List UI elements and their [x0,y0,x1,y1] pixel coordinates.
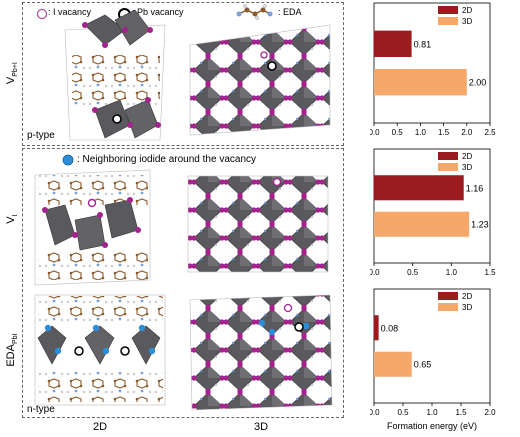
legend-label-3d: 3D [462,303,472,312]
bar-2d [374,30,412,57]
legend-label-3d: 3D [462,17,472,26]
legend-swatch-2d [438,152,458,160]
plot-frame [373,288,491,404]
legend-swatch-2d [438,6,458,14]
x-tick-label: 1.5 [438,128,450,137]
bar-3d [374,211,470,237]
row1-panel-border [22,2,344,146]
column-label-2d: 2D [93,421,108,433]
legend-label-2d: 2D [462,152,472,161]
x-tick-label: 1.5 [484,268,496,277]
legend-swatch-2d [438,292,458,300]
bar-2d [374,175,464,201]
x-tick-label: 0.5 [392,128,404,137]
legend-label-2d: 2D [462,292,472,301]
eda-legend-label: : EDA [278,7,302,17]
bar-value-label: 0.81 [414,39,432,49]
structure-illustrations [34,9,333,411]
x-tick-label: 0.5 [397,408,409,417]
x-axis-label: Formation energy (eV) [387,421,477,431]
x-tick-label: 0.0 [370,128,380,137]
column-label-3d: 3D [254,421,269,433]
legend-label-3d: 3D [462,163,472,172]
x-tick-label: 0.0 [370,408,380,417]
legend-swatch-3d [438,17,458,25]
bar-value-label: 2.00 [469,78,487,88]
i-vacancy-legend-icon [37,9,47,19]
x-tick-label: 2.0 [461,128,473,137]
plot-frame [373,2,491,124]
row2-2d-structure [34,169,151,286]
x-tick-label: 2.5 [484,128,496,137]
rows23-panel-border [22,148,344,418]
neighbor-iodide-legend-icon [62,154,74,166]
bar-value-label: 0.08 [381,323,399,333]
row1-2d-structure [64,9,166,141]
x-tick-label: 1.5 [455,408,467,417]
row2-3d-structure [187,175,329,273]
legend-swatch-3d [438,163,458,171]
row3-3d-structure [189,294,333,411]
bar-chart-vpbi: 0.81 2.00 2D 3D 0.0 0.5 1.0 1.5 2.0 2.5 [370,2,496,137]
bar-value-label: 0.65 [414,360,432,370]
bar-3d [374,69,467,96]
bar-chart-vi: 1.16 1.23 2D 3D 0.0 0.5 1.0 1.5 [370,148,496,277]
x-tick-label: 1.0 [426,408,438,417]
bar-2d [374,315,379,341]
row3-2d-structure [34,294,166,406]
n-type-label: n-type [27,404,55,415]
i-vacancy-legend-label: : I vacancy [48,7,92,17]
row1-3d-structure [189,24,331,136]
x-tick-label: 2.0 [484,408,496,417]
neighbor-iodide-legend-label: : Neighboring iodide around the vacancy [77,154,257,165]
x-tick-label: 0.0 [370,268,380,277]
pb-vacancy-legend-label: : Pb vacancy [132,7,184,17]
x-tick-label: 1.0 [446,268,458,277]
bar-3d [374,351,412,377]
legend-swatch-3d [438,303,458,311]
eda-molecule-icon [236,4,273,20]
x-tick-label: 0.5 [407,268,419,277]
bar-value-label: 1.23 [471,220,489,230]
p-type-label: p-type [27,130,55,141]
bar-value-label: 1.16 [466,183,484,193]
bar-chart-eda: 0.08 0.65 2D 3D 0.0 0.5 1.0 1.5 2.0 Formation ene… [370,288,496,431]
plot-frame [373,148,491,264]
legend-label-2d: 2D [462,6,472,15]
x-tick-label: 1.0 [415,128,427,137]
